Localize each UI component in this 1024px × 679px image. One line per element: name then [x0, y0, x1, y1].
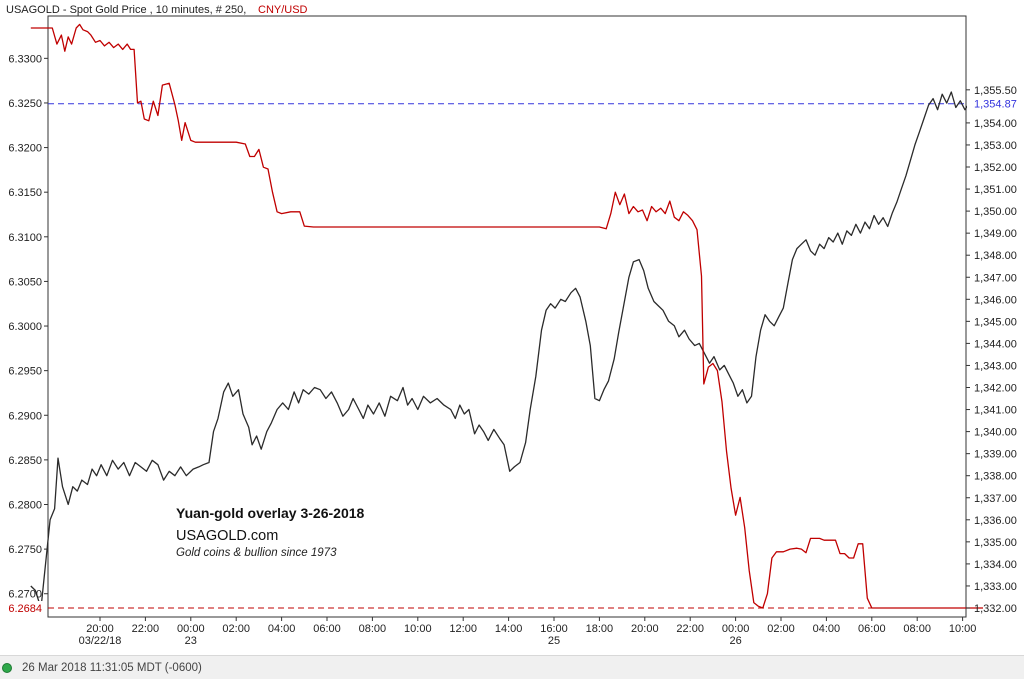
chart-header-overlay-symbol: CNY/USD [258, 4, 308, 16]
gold-price-line [30, 91, 979, 609]
left-y-tick-label: 6.3000 [8, 321, 42, 333]
left-y-tick-label: 6.2900 [8, 410, 42, 422]
x-tick-label: 10:00 [404, 623, 432, 635]
connection-status-icon [2, 662, 12, 673]
gold-last-value-box [967, 96, 1024, 111]
x-tick-label: 08:00 [359, 623, 387, 635]
x-tick-label: 22:00 [132, 623, 160, 635]
right-y-tick-label: 1,339.00 [974, 449, 1017, 461]
left-y-tick-label: 6.3250 [8, 98, 42, 110]
x-tick-label: 20:00 [86, 623, 114, 635]
right-y-tick-label: 1,354.00 [974, 118, 1017, 130]
x-tick-label: 04:00 [268, 623, 296, 635]
yuan-last-value-box [2, 601, 47, 615]
x-date-label: 26 [729, 635, 741, 647]
x-tick-label: 10:00 [949, 623, 977, 635]
x-date-label: 03/22/18 [79, 635, 122, 647]
x-tick-label: 16:00 [540, 623, 568, 635]
x-tick-label: 18:00 [586, 623, 614, 635]
right-y-tick-label: 1,353.00 [974, 140, 1017, 152]
right-y-tick-label: 1,336.00 [974, 515, 1017, 527]
yuan-last-value-label: 6.2684 [8, 603, 42, 615]
left-y-tick-label: 6.2950 [8, 366, 42, 378]
gold-last-value-label: 1,354.87 [974, 99, 1017, 111]
right-y-tick-label: 1,335.00 [974, 537, 1017, 549]
x-tick-label: 22:00 [676, 623, 704, 635]
annotation-tagline: Gold coins & bullion since 1973 [176, 547, 337, 559]
right-y-tick-label: 1,345.00 [974, 316, 1017, 328]
left-y-tick-label: 6.2850 [8, 455, 42, 467]
x-tick-label: 02:00 [767, 623, 795, 635]
right-y-tick-label: 1,346.00 [974, 294, 1017, 306]
annotation-title: Yuan-gold overlay 3-26-2018 [176, 505, 365, 521]
plot-frame [47, 15, 967, 618]
right-y-tick-label: 1,343.00 [974, 360, 1017, 372]
x-tick-label: 06:00 [858, 623, 886, 635]
right-y-tick-label: 1,341.00 [974, 405, 1017, 417]
right-y-tick-label: 1,332.00 [974, 603, 1017, 615]
plot-border [47, 15, 967, 618]
right-y-tick-label: 1,344.00 [974, 338, 1017, 350]
x-tick-label: 02:00 [222, 623, 250, 635]
right-y-tick-label: 1,351.00 [974, 184, 1017, 196]
status-timestamp: 26 Mar 2018 11:31:05 MDT (-0600) [22, 661, 202, 674]
chart-header-title: USAGOLD - Spot Gold Price , 10 minutes, … [6, 4, 246, 16]
right-y-tick-label: 1,350.00 [974, 206, 1017, 218]
x-tick-label: 08:00 [903, 623, 931, 635]
left-y-tick-label: 6.3200 [8, 143, 42, 155]
right-y-tick-label: 1,355.50 [974, 85, 1017, 97]
left-y-tick-label: 6.3300 [8, 53, 42, 65]
right-y-tick-label: 1,349.00 [974, 228, 1017, 240]
x-date-label: 23 [185, 635, 197, 647]
left-y-tick-label: 6.2700 [8, 589, 42, 601]
x-tick-label: 20:00 [631, 623, 659, 635]
x-tick-label: 00:00 [722, 623, 750, 635]
right-y-tick-label: 1,333.00 [974, 581, 1017, 593]
right-y-tick-label: 1,334.00 [974, 559, 1017, 571]
yuan-rate-line [30, 23, 983, 609]
right-y-tick-label: 1,352.00 [974, 162, 1017, 174]
right-y-tick-label: 1,340.00 [974, 427, 1017, 439]
right-y-axis: 1,332.00 1,333.00 1,334.00 1,335.00 1,336.00… [966, 85, 1024, 615]
left-y-tick-label: 6.3100 [8, 232, 42, 244]
left-y-tick-label: 6.3150 [8, 187, 42, 199]
right-y-tick-label: 1,348.00 [974, 250, 1017, 262]
x-date-label: 25 [548, 635, 560, 647]
x-tick-label: 06:00 [313, 623, 341, 635]
left-y-tick-label: 6.2750 [8, 544, 42, 556]
right-y-tick-label: 1,338.00 [974, 471, 1017, 483]
annotation-brand: USAGOLD.com [176, 528, 278, 544]
yuan-gold-chart: 1,332.00 1,333.00 1,334.00 1,335.00 1,336.00… [2, 4, 1024, 647]
x-tick-label: 12:00 [449, 623, 477, 635]
right-y-tick-label: 1,342.00 [974, 383, 1017, 395]
right-y-tick-label: 1,347.00 [974, 272, 1017, 284]
x-tick-label: 00:00 [177, 623, 205, 635]
status-bar: 26 Mar 2018 11:31:05 MDT (-0600) [0, 655, 1024, 679]
x-tick-label: 04:00 [813, 623, 841, 635]
left-y-tick-label: 6.2800 [8, 499, 42, 511]
left-y-tick-label: 6.3050 [8, 276, 42, 288]
x-tick-label: 14:00 [495, 623, 523, 635]
series-group [30, 23, 983, 609]
last-value-lines [48, 103, 966, 609]
right-y-tick-label: 1,337.00 [974, 493, 1017, 505]
left-y-axis: 6.2700 6.2750 6.2800 6.2850 6.2900 6.2950 6.30… [2, 53, 48, 615]
